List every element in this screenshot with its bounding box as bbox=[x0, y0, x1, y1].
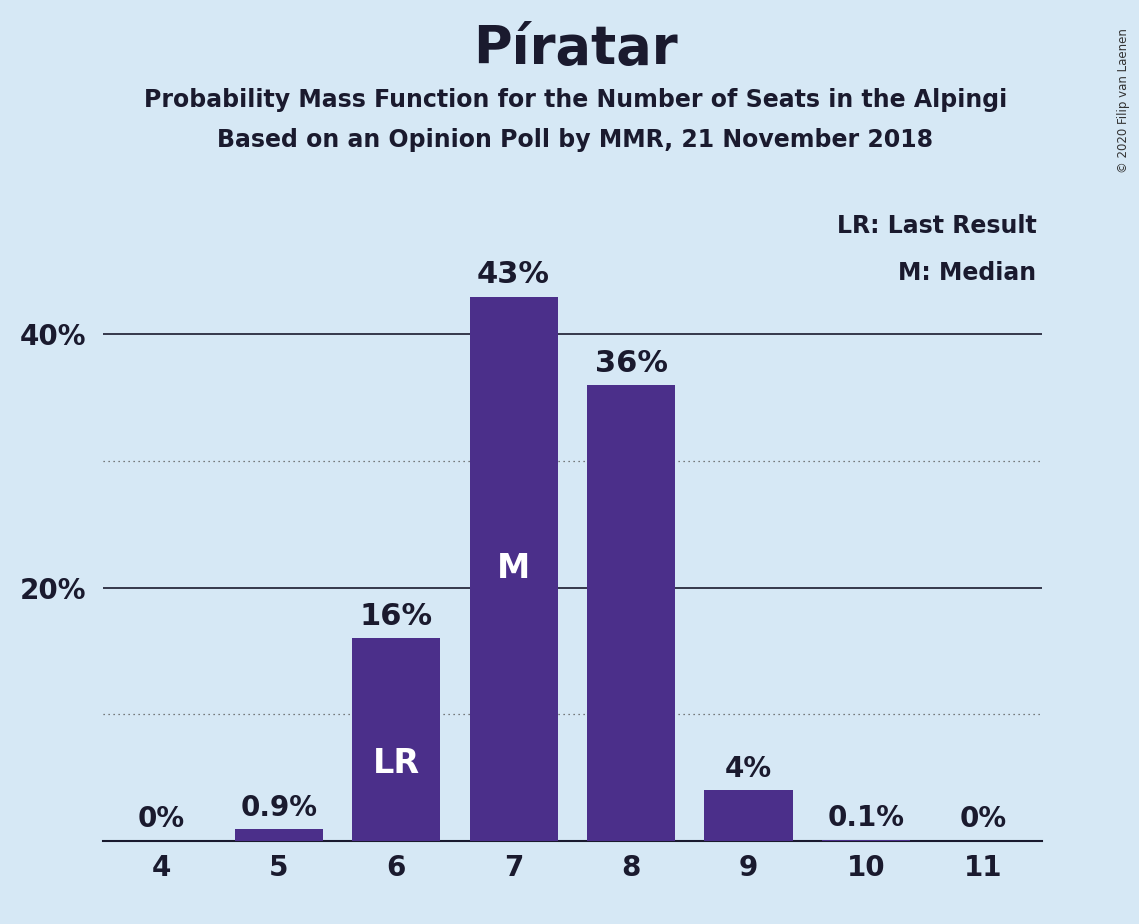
Bar bbox=[705, 790, 793, 841]
Text: 0.1%: 0.1% bbox=[828, 804, 904, 832]
Bar bbox=[469, 297, 558, 841]
Text: 43%: 43% bbox=[477, 260, 550, 289]
Text: Based on an Opinion Poll by MMR, 21 November 2018: Based on an Opinion Poll by MMR, 21 Nove… bbox=[218, 128, 933, 152]
Text: 0%: 0% bbox=[960, 805, 1007, 833]
Text: M: M bbox=[497, 553, 531, 585]
Text: M: Median: M: Median bbox=[899, 261, 1036, 286]
Text: 4%: 4% bbox=[726, 755, 772, 783]
Text: LR: LR bbox=[372, 748, 419, 781]
Bar bbox=[235, 830, 322, 841]
Text: 0.9%: 0.9% bbox=[240, 794, 317, 821]
Bar bbox=[352, 638, 440, 841]
Text: Probability Mass Function for the Number of Seats in the Alpingi: Probability Mass Function for the Number… bbox=[144, 88, 1007, 112]
Text: 36%: 36% bbox=[595, 348, 667, 378]
Text: © 2020 Filip van Laenen: © 2020 Filip van Laenen bbox=[1117, 28, 1130, 173]
Bar bbox=[587, 385, 675, 841]
Text: 0%: 0% bbox=[138, 805, 185, 833]
Text: 16%: 16% bbox=[360, 602, 433, 631]
Bar bbox=[822, 840, 910, 841]
Text: Píratar: Píratar bbox=[473, 23, 678, 75]
Text: LR: Last Result: LR: Last Result bbox=[836, 214, 1036, 238]
